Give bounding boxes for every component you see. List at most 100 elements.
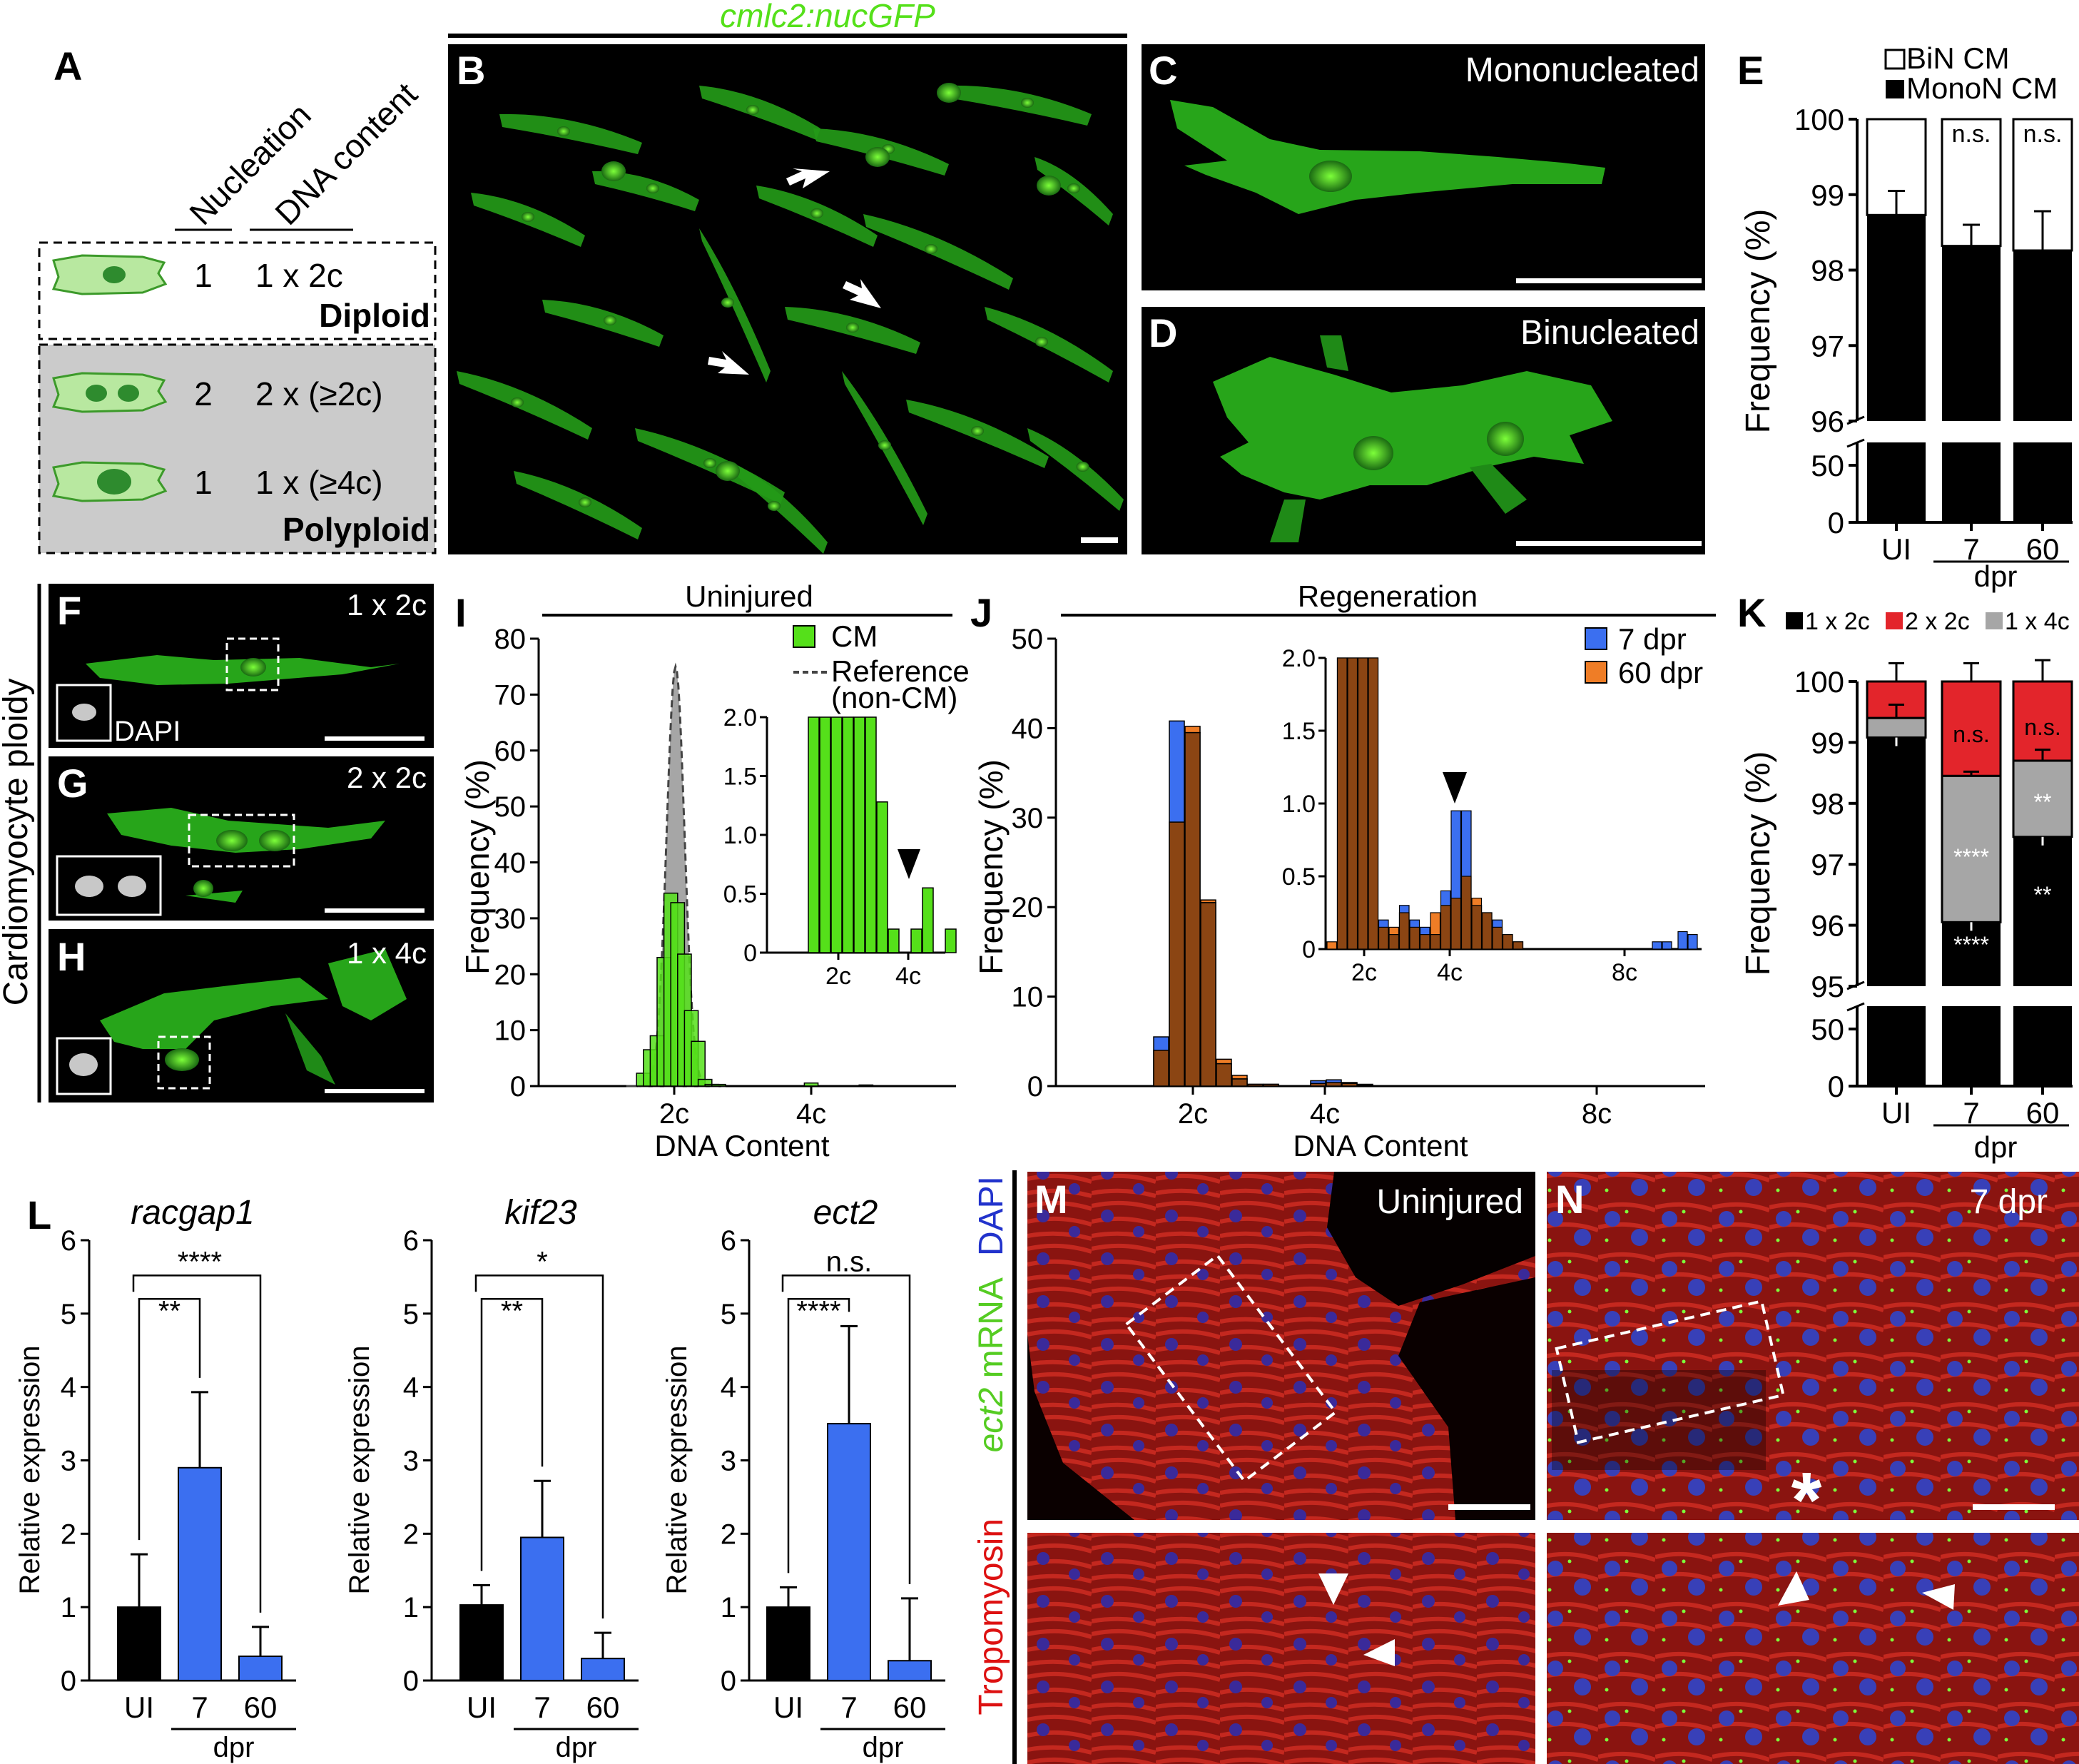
panel-letter-i: I: [455, 590, 467, 635]
x-tick-label: 2c: [1178, 1098, 1208, 1130]
y-tick-label: 10: [1012, 982, 1044, 1013]
inset-bar-7dpr: [1652, 941, 1662, 950]
panel-letter-n: N: [1555, 1177, 1584, 1222]
x-tick-label: 60: [244, 1690, 278, 1724]
nucleus: [937, 83, 961, 103]
panel-letter-m: M: [1035, 1177, 1068, 1222]
nucleus: [601, 161, 626, 181]
bar-mono: [1942, 245, 2001, 421]
nucleus: [646, 183, 659, 193]
bar-1x2c-lower: [1867, 1006, 1926, 1086]
inset-bar-overlap: [1513, 941, 1524, 950]
inset-bar-overlap: [1440, 905, 1451, 950]
legend-non-cm: (non-CM): [831, 681, 957, 714]
inset-bar-7dpr: [1687, 933, 1698, 950]
ploidy-label-h: 1 x 4c: [347, 936, 427, 970]
panel-letter-g: G: [57, 761, 88, 806]
arrowhead-icon: [898, 849, 920, 879]
chart-title-i: Uninjured: [685, 579, 813, 613]
panel-g: G 2 x 2c: [49, 756, 434, 921]
bar-overlap: [1153, 1050, 1169, 1087]
y-axis-label: Frequency (%): [1739, 751, 1777, 976]
y-tick-label: 100: [1794, 665, 1844, 699]
inset-bar-overlap: [1460, 876, 1472, 950]
panel-mn: M Uninjured * N 7 dpr DAPI ect2 mRNA Tro…: [972, 1170, 2079, 1764]
legend-cm: CM: [831, 619, 878, 653]
x-group-label: dpr: [556, 1732, 597, 1763]
bar-cm: [711, 1083, 726, 1087]
inset-bar-cm: [945, 928, 957, 953]
y-tick-label: 5: [721, 1299, 736, 1330]
legend-60dpr: 60 dpr: [1618, 656, 1703, 689]
bar-overlap: [1326, 1082, 1342, 1087]
y-tick-label: 80: [494, 624, 527, 655]
nucleus: [1067, 183, 1080, 193]
inset-bar-cm: [922, 887, 934, 953]
bar: [178, 1466, 222, 1682]
panel-b-title: cmlc2:nucGFP: [720, 0, 935, 34]
cardiomyocyte: [699, 86, 820, 140]
inset-x-tick-label: 2c: [1351, 959, 1377, 986]
bar-60dpr: [1216, 1058, 1232, 1065]
bar-cm: [803, 1082, 819, 1087]
y-tick-label: 70: [494, 679, 527, 711]
y-tick-label: 2: [721, 1519, 736, 1550]
inset-bar-cm: [910, 928, 922, 953]
y-axis-label: Relative expression: [14, 1345, 46, 1594]
inset-bar-cm: [808, 716, 820, 953]
chart-title: ect2: [813, 1194, 878, 1232]
x-group-label: dpr: [213, 1732, 255, 1763]
panel-d: D Binucleated: [1142, 307, 1705, 554]
nucleus: [557, 126, 570, 136]
inset-y-tick-label: 1.0: [1282, 791, 1316, 818]
panel-h: H 1 x 4c: [49, 929, 434, 1102]
bar-1x4c: [2012, 759, 2073, 838]
inset-bar-overlap: [1378, 926, 1389, 950]
legend-bin: BiN CM: [1906, 41, 2010, 75]
scale-bar: [1973, 1504, 2055, 1510]
binucleated-label: Binucleated: [1520, 314, 1699, 352]
y-tick-label: 6: [61, 1225, 76, 1257]
significance-label: n.s.: [2023, 121, 2063, 148]
x-tick-label: 7: [840, 1690, 857, 1724]
cardiomyocyte: [949, 85, 1092, 126]
y-tick-label: 0: [1828, 506, 1844, 539]
significance-bracket: [480, 1298, 544, 1571]
nucleus: [1021, 98, 1034, 108]
y-tick-label: 40: [494, 848, 527, 879]
inset-bar-overlap: [1388, 933, 1400, 950]
x-tick-label: UI: [467, 1690, 497, 1724]
panel-letter-c: C: [1149, 48, 1177, 93]
cardiomyocyte: [863, 214, 1013, 290]
stain-label-tropomyosin: Tropomyosin: [972, 1519, 1010, 1715]
nucleus: [925, 244, 937, 254]
significance-label: ****: [796, 1295, 840, 1327]
nucleus: [511, 397, 524, 407]
x-tick-label: 2c: [659, 1098, 689, 1130]
legend-swatch-mono: [1886, 80, 1904, 98]
bar: [117, 1606, 161, 1682]
inset-y-tick-label: 2.0: [1282, 645, 1316, 672]
inset-bar-cm: [842, 716, 854, 953]
significance-label: n.s.: [826, 1246, 872, 1277]
inset-bar-overlap: [1409, 926, 1420, 950]
y-tick-label: 96: [1811, 909, 1844, 943]
chart-title: racgap1: [131, 1194, 254, 1232]
significance-label: **: [501, 1295, 523, 1327]
y-tick-label: 6: [403, 1225, 419, 1257]
panel-letter-b: B: [457, 48, 485, 93]
y-axis-label: Relative expression: [344, 1345, 375, 1594]
x-tick-label: 60: [2026, 532, 2060, 566]
y-tick-label: 5: [61, 1299, 76, 1330]
x-axis-label: DNA Content: [1293, 1129, 1468, 1162]
inset-bar-cm: [876, 801, 888, 953]
nucleus: [878, 440, 891, 450]
x-tick-label: 7: [191, 1690, 208, 1724]
significance-label: n.s.: [1952, 121, 1991, 148]
bar-mono-lower: [1867, 442, 1926, 522]
x-tick-label: UI: [1881, 532, 1911, 566]
y-tick-label: 3: [403, 1446, 419, 1477]
inset-y-tick-label: 1.5: [723, 764, 757, 791]
nucleus: [1487, 422, 1524, 456]
inset-y-tick-label: 0.5: [723, 881, 757, 908]
